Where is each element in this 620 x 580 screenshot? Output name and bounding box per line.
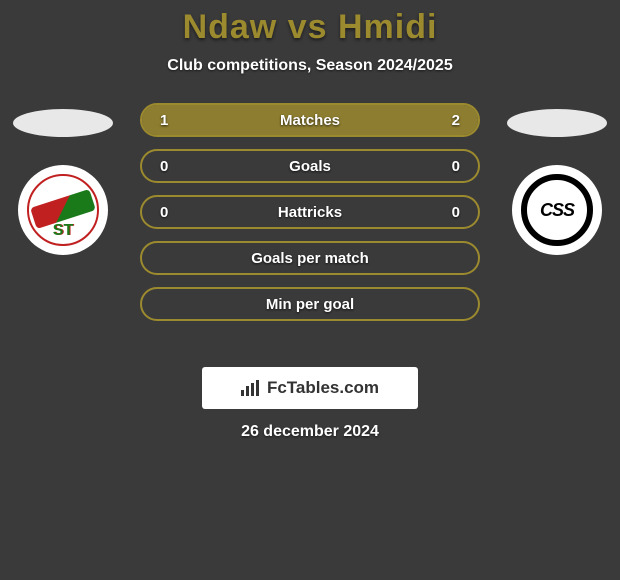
stat-label: Hattricks [168,204,451,221]
content-area: CSS 1 Matches 2 0 Goals 0 0 H [0,103,620,363]
stats-list: 1 Matches 2 0 Goals 0 0 Hattricks 0 Goal… [140,103,480,333]
date-text: 26 december 2024 [0,423,620,441]
stat-left-value: 0 [160,204,168,221]
subtitle: Club competitions, Season 2024/2025 [0,57,620,75]
player-left-column [8,103,118,255]
bar-chart-icon [241,380,261,396]
stat-left-value: 1 [160,112,168,129]
brand-text: FcTables.com [267,378,379,398]
player-left-avatar-placeholder [13,109,113,137]
stat-right-value: 0 [452,158,460,175]
stat-row-mpg: Min per goal [140,287,480,321]
comparison-card: Ndaw vs Hmidi Club competitions, Season … [0,0,620,441]
club-right-logo: CSS [521,174,593,246]
club-right-badge: CSS [512,165,602,255]
page-title: Ndaw vs Hmidi [0,8,620,47]
stat-label: Goals per match [160,250,460,267]
club-left-badge [18,165,108,255]
stat-row-goals: 0 Goals 0 [140,149,480,183]
stat-right-value: 2 [452,112,460,129]
stat-label: Min per goal [160,296,460,313]
stat-row-hattricks: 0 Hattricks 0 [140,195,480,229]
stat-row-gpm: Goals per match [140,241,480,275]
stat-label: Matches [168,112,451,129]
player-right-avatar-placeholder [507,109,607,137]
brand-badge[interactable]: FcTables.com [202,367,418,409]
stat-row-matches: 1 Matches 2 [140,103,480,137]
stat-right-value: 0 [452,204,460,221]
stat-label: Goals [168,158,451,175]
player-right-column: CSS [502,103,612,255]
club-left-logo [27,174,99,246]
stat-left-value: 0 [160,158,168,175]
